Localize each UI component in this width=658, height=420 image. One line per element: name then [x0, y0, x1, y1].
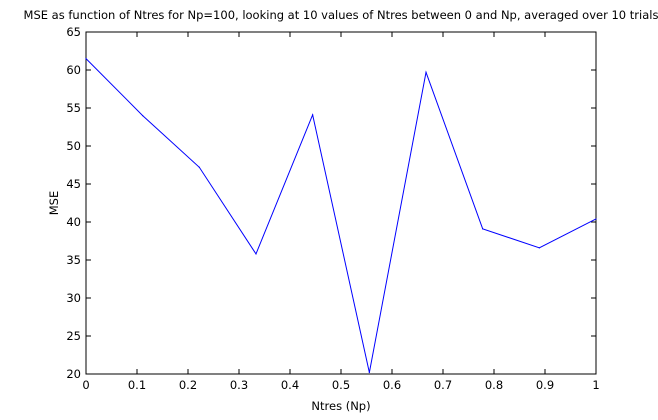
chart-title: MSE as function of Ntres for Np=100, loo…: [24, 8, 658, 22]
x-tick-label: 0.8: [485, 378, 503, 392]
data-point: [142, 115, 144, 117]
x-tick-label: 0.5: [332, 378, 350, 392]
data-point: [482, 228, 484, 230]
data-point: [368, 371, 370, 374]
y-axis-label: MSE: [47, 191, 61, 216]
x-tick-label: 0.1: [128, 378, 146, 392]
x-tick-label: 0.4: [281, 378, 299, 392]
y-tick-label: 45: [66, 177, 81, 191]
series-line: [85, 58, 597, 373]
y-tick-label: 25: [66, 329, 81, 343]
data-point: [255, 253, 257, 255]
data-point: [595, 218, 597, 220]
x-tick-label: 0.3: [230, 378, 248, 392]
x-tick-label: 0.2: [179, 378, 197, 392]
x-tick-label: 0.6: [383, 378, 401, 392]
y-tick-label: 55: [66, 101, 81, 115]
y-tick-label: 20: [66, 367, 81, 381]
y-tick-label: 60: [66, 63, 81, 77]
x-tick-label: 0.7: [434, 378, 452, 392]
x-tick-label: 0.9: [536, 378, 554, 392]
y-tick-label: 30: [66, 291, 81, 305]
y-tick-label: 65: [66, 25, 81, 39]
plot-area: [85, 31, 597, 375]
x-tick-label: 0: [82, 378, 89, 392]
x-axis-label: Ntres (Np): [311, 399, 370, 413]
data-point: [198, 166, 200, 168]
data-point: [312, 114, 314, 116]
y-tick-label: 50: [66, 139, 81, 153]
data-point: [538, 247, 540, 249]
axis-ticks: 0 0.1 0.2 0.3 0.4 0.5 0.6 0.7 0.8 0.9 1 20 25 30 35 40 4…: [66, 25, 599, 392]
data-point: [85, 58, 87, 60]
x-tick-label: 1: [592, 378, 599, 392]
y-tick-label: 40: [66, 215, 81, 229]
y-tick-label: 35: [66, 253, 81, 267]
data-point: [425, 71, 427, 73]
series-layer: [85, 58, 597, 374]
